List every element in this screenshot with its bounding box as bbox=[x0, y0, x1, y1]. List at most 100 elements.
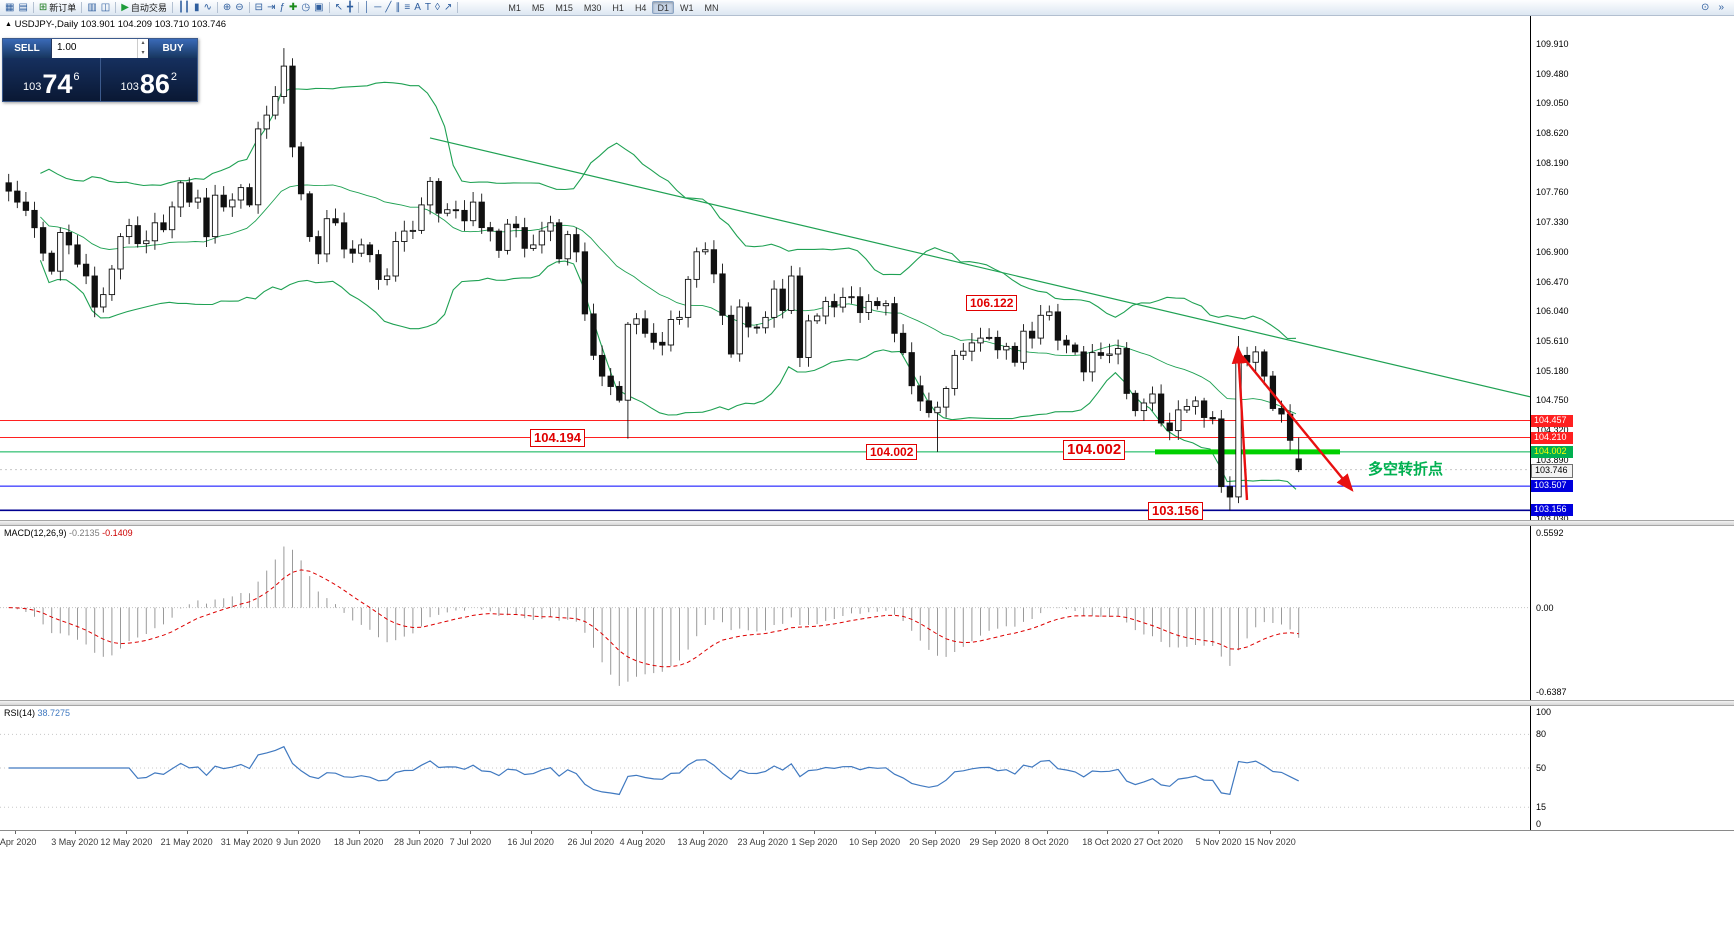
time-axis-tick bbox=[1270, 831, 1272, 834]
toolbar-separator bbox=[328, 2, 330, 13]
toolbar-separator bbox=[358, 2, 360, 13]
buy-price[interactable]: 103 86 2 bbox=[101, 58, 198, 101]
cursor-icon[interactable]: ↖ bbox=[333, 1, 345, 15]
arrow-tool-icon[interactable]: ↗ bbox=[442, 1, 454, 15]
time-axis-tick bbox=[995, 831, 996, 834]
tile-windows-icon[interactable]: ▤ bbox=[16, 1, 29, 15]
buy-button[interactable]: BUY bbox=[149, 39, 197, 58]
zoom-in-icon[interactable]: ⊕ bbox=[221, 1, 233, 15]
autotrading-button[interactable]: ▶ 自动交易 bbox=[119, 1, 169, 15]
timeframe-w1[interactable]: W1 bbox=[679, 3, 694, 13]
panel-splitter[interactable] bbox=[0, 520, 1734, 526]
date-label: 8 Oct 2020 bbox=[1024, 837, 1069, 847]
timeframe-d1[interactable]: D1 bbox=[652, 1, 674, 14]
autotrading-glyph: ▶ bbox=[121, 1, 129, 13]
channel-icon-glyph: ∥ bbox=[395, 1, 401, 13]
macd-indicator-label: MACD(12,26,9) -0.2135 -0.1409 bbox=[4, 528, 133, 538]
time-axis-tick bbox=[1218, 831, 1220, 834]
date-label: 12 May 2020 bbox=[100, 837, 153, 847]
date-label: 18 Oct 2020 bbox=[1082, 837, 1132, 847]
date-label: 15 Nov 2020 bbox=[1244, 837, 1296, 847]
timeframe-m15[interactable]: M15 bbox=[555, 3, 573, 13]
add-indicator-icon[interactable]: ✚ bbox=[287, 1, 299, 15]
time-axis-tick bbox=[762, 831, 764, 834]
toolbar-overflow-icon[interactable]: » bbox=[1716, 1, 1726, 15]
volume-value[interactable]: 1.00 bbox=[57, 42, 77, 53]
rsi-scale-label: 0 bbox=[1536, 819, 1542, 829]
auto-scroll-icon-glyph: ⇥ bbox=[267, 1, 276, 13]
macd-indicator-canvas[interactable] bbox=[0, 526, 1530, 700]
timeframe-mn[interactable]: MN bbox=[704, 3, 719, 13]
sell-button[interactable]: SELL bbox=[3, 39, 51, 58]
date-label: 26 Jul 2020 bbox=[567, 837, 615, 847]
horizontal-line-icon-glyph: ─ bbox=[374, 1, 382, 13]
new-order-button-label: 新订单 bbox=[49, 3, 77, 13]
rsi-scale-label: 50 bbox=[1536, 763, 1547, 773]
timeframe-h1[interactable]: H1 bbox=[612, 3, 624, 13]
timeframe-m1[interactable]: M1 bbox=[508, 3, 521, 13]
quick-search-icon: ⊙ bbox=[1701, 1, 1710, 13]
autotrading-button-label: 自动交易 bbox=[130, 3, 167, 13]
chart-title: ▲ USDJPY-,Daily 103.901 104.209 103.710 … bbox=[5, 19, 226, 30]
buy-price-big: 86 bbox=[139, 69, 170, 99]
time-axis-tick bbox=[590, 831, 592, 834]
volume-up-button[interactable]: ▴ bbox=[141, 40, 145, 46]
date-label: 18 Jun 2020 bbox=[333, 837, 384, 847]
chart-title-text: USDJPY-,Daily 103.901 104.209 103.710 10… bbox=[14, 19, 227, 30]
trade-controls-row: SELL 1.00 ▴ ▾ BUY bbox=[3, 39, 197, 58]
toolbar-separator bbox=[81, 2, 83, 13]
arrange-windows-icon[interactable]: ⊟ bbox=[253, 1, 265, 15]
volume-field[interactable]: 1.00 ▴ ▾ bbox=[51, 39, 149, 58]
auto-scroll-icon[interactable]: ⇥ bbox=[265, 1, 277, 15]
timeframe-m30[interactable]: M30 bbox=[583, 3, 602, 13]
price-tag: 103.507 bbox=[1531, 480, 1573, 493]
channel-icon[interactable]: ∥ bbox=[393, 1, 402, 15]
bar-chart-type-icon[interactable]: ┃┃ bbox=[176, 1, 192, 15]
shapes-icon[interactable]: ◊ bbox=[433, 1, 442, 15]
templates-icon[interactable]: ▣ bbox=[312, 1, 325, 15]
text-icon[interactable]: A bbox=[412, 1, 423, 15]
profiles-icon-glyph: ◫ bbox=[100, 1, 111, 13]
period-icon[interactable]: ◷ bbox=[299, 1, 312, 15]
price-scale-label: 107.760 bbox=[1536, 187, 1569, 198]
price-chart-canvas[interactable] bbox=[0, 16, 1530, 520]
quick-search-icon[interactable]: ⊙ bbox=[1699, 1, 1711, 15]
bar-chart-type-icon-glyph: ┃┃ bbox=[177, 1, 190, 13]
line-chart-type-icon[interactable]: ∿ bbox=[202, 1, 214, 15]
price-scale[interactable]: 109.910 109.480 109.050 108.620 108.190 107.7… bbox=[1530, 16, 1734, 830]
toolbar-button-groups: ▦ ▤ ⊞ 新订单 ▥ ◫ ▶ 自动交易 ┃┃ ▮ ∿ ⊕ ⊖ ⊟ ⇥ ƒ ✚ ◷ ▣ ↖ ╋ │ ─ ╱ ∥ ≡ A T ◊ ↗ bbox=[3, 1, 461, 15]
fibonacci-icon[interactable]: ≡ bbox=[402, 1, 412, 15]
date-label: 20 Sep 2020 bbox=[909, 837, 961, 847]
period-icon-glyph: ◷ bbox=[301, 1, 311, 13]
candlestick-type-icon[interactable]: ▮ bbox=[192, 1, 202, 15]
new-order-button[interactable]: ⊞ 新订单 bbox=[37, 1, 78, 15]
price-scale-label: 104.320 bbox=[1536, 424, 1569, 435]
time-axis-tick bbox=[358, 831, 360, 834]
new-order-glyph: ⊞ bbox=[38, 1, 48, 13]
volume-down-button[interactable]: ▾ bbox=[141, 49, 145, 56]
crosshair-icon[interactable]: ╋ bbox=[345, 1, 355, 15]
indicators-icon[interactable]: ƒ bbox=[277, 1, 287, 15]
macd-scale-min: -0.6387 bbox=[1536, 687, 1567, 697]
date-label: 3 Apr 2020 bbox=[0, 837, 37, 847]
sell-price[interactable]: 103 74 6 bbox=[3, 58, 100, 101]
profiles-icon[interactable]: ◫ bbox=[99, 1, 112, 15]
cursor-icon-glyph: ↖ bbox=[334, 1, 343, 13]
charts-icon[interactable]: ▥ bbox=[85, 1, 98, 15]
rsi-indicator-canvas[interactable] bbox=[0, 706, 1530, 830]
tile-windows-icon-glyph: ▤ bbox=[18, 1, 28, 13]
toolbar-separator bbox=[216, 2, 218, 13]
vertical-line-icon[interactable]: │ bbox=[362, 1, 372, 15]
zoom-out-icon[interactable]: ⊖ bbox=[233, 1, 245, 15]
horizontal-line-icon[interactable]: ─ bbox=[372, 1, 383, 15]
chart-windows-icon[interactable]: ▦ bbox=[3, 1, 16, 15]
price-tag: 104.210 bbox=[1531, 431, 1573, 444]
timeframe-h4[interactable]: H4 bbox=[634, 3, 647, 13]
timeframe-m5[interactable]: M5 bbox=[531, 3, 545, 13]
text-label-icon[interactable]: T bbox=[423, 1, 433, 15]
macd-signal-value: -0.1409 bbox=[102, 528, 133, 538]
trendline-icon[interactable]: ╱ bbox=[383, 1, 393, 15]
panel-splitter[interactable] bbox=[0, 700, 1734, 706]
time-axis-tick bbox=[470, 831, 472, 834]
